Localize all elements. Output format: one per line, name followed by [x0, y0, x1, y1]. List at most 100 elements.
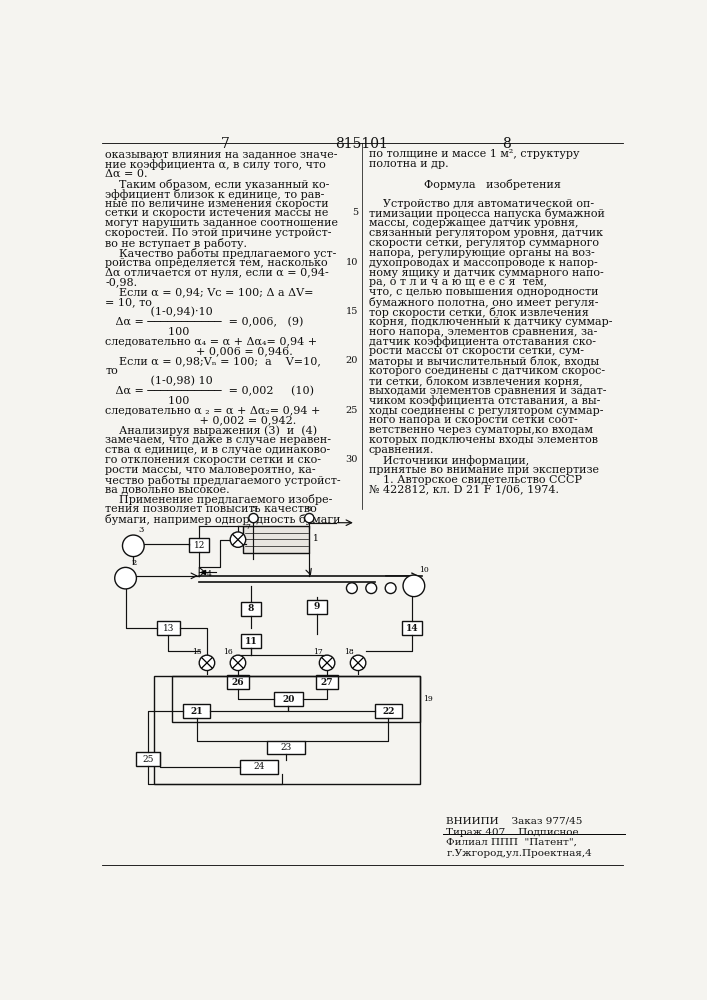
Text: связанный регулятором уровня, датчик: связанный регулятором уровня, датчик [369, 228, 603, 238]
Text: 11: 11 [245, 637, 257, 646]
Text: 20: 20 [346, 356, 358, 365]
Bar [240, 760, 279, 774]
Text: 25: 25 [346, 406, 358, 415]
Text: 5: 5 [352, 208, 358, 217]
Text: 5: 5 [251, 505, 256, 513]
Text: 16: 16 [223, 648, 233, 656]
Circle shape [351, 655, 366, 671]
Text: 7: 7 [245, 523, 250, 531]
Text: сравнения.: сравнения. [369, 445, 434, 455]
Text: 4: 4 [207, 570, 211, 578]
Text: 26: 26 [232, 678, 244, 687]
Text: -0,98.: -0,98. [105, 277, 138, 287]
Text: 9: 9 [314, 602, 320, 611]
Text: оказывают влияния на заданное значе-: оказывают влияния на заданное значе- [105, 149, 338, 159]
Text: Таким образом, если указанный ко-: Таким образом, если указанный ко- [105, 179, 329, 190]
Text: 2: 2 [131, 559, 136, 567]
Text: 10: 10 [419, 566, 429, 574]
Text: 27: 27 [321, 678, 333, 687]
Text: Δα = ───────────  = 0,006,   (9): Δα = ─────────── = 0,006, (9) [105, 317, 304, 327]
Text: 19: 19 [423, 695, 433, 703]
Bar [172, 676, 420, 722]
Text: корня, подключенный к датчику суммар-: корня, подключенный к датчику суммар- [369, 317, 612, 327]
Text: 6: 6 [307, 505, 312, 513]
Text: 23: 23 [281, 743, 291, 752]
Text: ройства определяется тем, насколько: ройства определяется тем, насколько [105, 258, 328, 268]
Text: ти сетки, блоком извлечения корня,: ти сетки, блоком извлечения корня, [369, 376, 583, 387]
Text: Источники информации,: Источники информации, [369, 455, 529, 466]
Bar [267, 741, 305, 754]
Circle shape [403, 575, 425, 597]
Bar [243, 526, 309, 553]
Text: ства α единице, и в случае одинаково-: ства α единице, и в случае одинаково- [105, 445, 331, 455]
Text: ного напора, элементов сравнения, за-: ного напора, элементов сравнения, за- [369, 327, 597, 337]
Bar [375, 704, 402, 718]
Bar [154, 676, 420, 784]
Circle shape [385, 583, 396, 594]
Text: бумаги, например однородность бумаги: бумаги, например однородность бумаги [105, 514, 341, 525]
Circle shape [346, 583, 357, 594]
Text: ра, о т л и ч а ю щ е е с я  тем,: ра, о т л и ч а ю щ е е с я тем, [369, 277, 547, 287]
Text: Если α = 0,98;Vₙ = 100;  а    V=10,: Если α = 0,98;Vₙ = 100; а V=10, [105, 356, 321, 366]
Text: 1: 1 [313, 534, 319, 543]
Bar [316, 675, 338, 689]
Text: 1. Авторское свидетельство СССР: 1. Авторское свидетельство СССР [369, 475, 582, 485]
Bar [241, 634, 261, 648]
Text: 12: 12 [194, 541, 205, 550]
Text: ходы соединены с регулятором суммар-: ходы соединены с регулятором суммар- [369, 406, 604, 416]
Circle shape [115, 567, 136, 589]
Text: 8: 8 [503, 137, 511, 151]
Bar [274, 692, 303, 706]
Text: следовательно α₄ = α + Δα₄= 0,94 +: следовательно α₄ = α + Δα₄= 0,94 + [105, 337, 317, 347]
Text: тор скорости сетки, блок извлечения: тор скорости сетки, блок извлечения [369, 307, 589, 318]
Text: по толщине и массе 1 м², структуру: по толщине и массе 1 м², структуру [369, 149, 580, 159]
Text: ному ящику и датчик суммарного напо-: ному ящику и датчик суммарного напо- [369, 268, 604, 278]
Text: напора, регулирующие органы на воз-: напора, регулирующие органы на воз- [369, 248, 595, 258]
Text: 13: 13 [163, 624, 174, 633]
Text: во не вступает в работу.: во не вступает в работу. [105, 238, 247, 249]
Text: бумажного полотна, оно имеет регуля-: бумажного полотна, оно имеет регуля- [369, 297, 598, 308]
Text: Δα отличается от нуля, если α = 0,94-: Δα отличается от нуля, если α = 0,94- [105, 268, 329, 278]
Text: (1-0,94)·10: (1-0,94)·10 [105, 307, 214, 317]
Text: рости массы от скорости сетки, сум-: рости массы от скорости сетки, сум- [369, 346, 584, 356]
Text: № 422812, кл. D 21 F 1/06, 1974.: № 422812, кл. D 21 F 1/06, 1974. [369, 484, 559, 494]
Text: + 0,002 = 0,942.: + 0,002 = 0,942. [105, 415, 297, 425]
Text: 15: 15 [346, 307, 358, 316]
Text: ветственно через суматоры,ко входам: ветственно через суматоры,ко входам [369, 425, 593, 435]
Text: 17: 17 [312, 648, 322, 656]
Text: рости массы, что маловероятно, ка-: рости массы, что маловероятно, ка- [105, 465, 316, 475]
Text: Анализируя выражения (3)  и  (4): Анализируя выражения (3) и (4) [105, 425, 317, 436]
Text: ва довольно высокое.: ва довольно высокое. [105, 484, 230, 494]
Text: Устройство для автоматической оп-: Устройство для автоматической оп- [369, 199, 594, 209]
Text: тимизации процесса напуска бумажной: тимизации процесса напуска бумажной [369, 208, 604, 219]
Text: которых подключены входы элементов: которых подключены входы элементов [369, 435, 598, 445]
Circle shape [305, 513, 314, 523]
Text: Δα = 0.: Δα = 0. [105, 169, 148, 179]
Bar [241, 602, 261, 616]
Circle shape [320, 655, 335, 671]
Text: 25: 25 [142, 755, 154, 764]
Text: ВНИИПИ    Заказ 977/45: ВНИИПИ Заказ 977/45 [446, 817, 583, 826]
Bar [227, 675, 249, 689]
Text: следовательно α ₂ = α + Δα₂= 0,94 +: следовательно α ₂ = α + Δα₂= 0,94 + [105, 406, 321, 416]
Text: го отклонения скорости сетки и ско-: го отклонения скорости сетки и ско- [105, 455, 322, 465]
Text: 24: 24 [253, 762, 264, 771]
Text: Филиал ППП  "Патент",: Филиал ППП "Патент", [446, 838, 578, 847]
Text: = 10, то: = 10, то [105, 297, 152, 307]
Text: скорости сетки, регулятор суммарного: скорости сетки, регулятор суммарного [369, 238, 599, 248]
Circle shape [230, 655, 246, 671]
Text: 20: 20 [282, 695, 295, 704]
Text: принятые во внимание при экспертизе: принятые во внимание при экспертизе [369, 465, 599, 475]
Text: 30: 30 [346, 455, 358, 464]
Text: Качество работы предлагаемого уст-: Качество работы предлагаемого уст- [105, 248, 337, 259]
Bar [307, 600, 327, 614]
Text: (1-0,98) 10: (1-0,98) 10 [105, 376, 214, 386]
Text: скоростей. По этой причине устройст-: скоростей. По этой причине устройст- [105, 228, 332, 238]
Bar [402, 621, 422, 635]
Text: 100: 100 [105, 396, 189, 406]
Text: Тираж 407    Подписное: Тираж 407 Подписное [446, 828, 579, 837]
Text: Формула   изобретения: Формула изобретения [424, 179, 561, 190]
Text: 3: 3 [139, 526, 144, 534]
Text: маторы и вычислительный блок, входы: маторы и вычислительный блок, входы [369, 356, 599, 367]
Text: 18: 18 [344, 648, 354, 656]
